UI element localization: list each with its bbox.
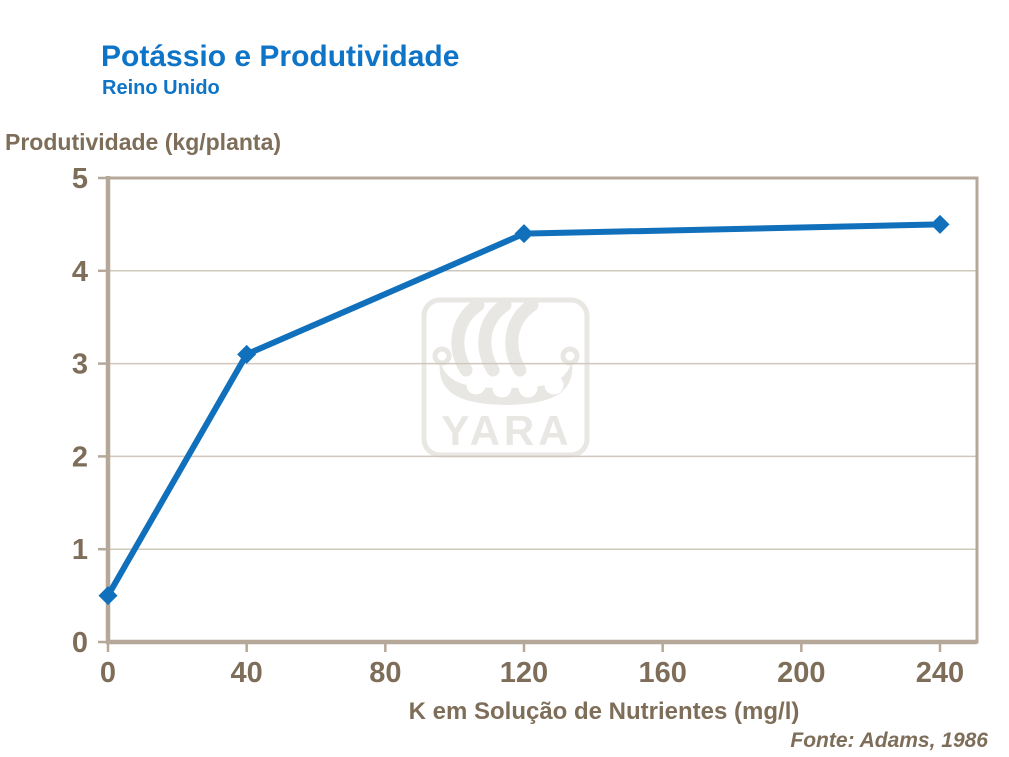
- watermark-prow-curl-icon: [560, 346, 580, 366]
- watermark-sail-icon: [451, 298, 485, 377]
- data-point-marker: [237, 344, 257, 364]
- x-tick-label: 40: [231, 657, 263, 689]
- yara-watermark: YARA: [421, 297, 590, 458]
- source-citation: Fonte: Adams, 1986: [790, 729, 988, 752]
- y-tick-label: 1: [72, 534, 88, 566]
- chart-subtitle: Reino Unido: [102, 77, 220, 99]
- chart-title: Potássio e Produtividade: [101, 40, 460, 73]
- watermark-hull-hole: [492, 378, 512, 398]
- data-line: [105, 221, 943, 599]
- watermark-hull-hole: [544, 375, 564, 395]
- x-tick-label: 80: [369, 657, 401, 689]
- x-tick-label: 0: [100, 657, 116, 689]
- y-tick-label: 0: [72, 627, 88, 659]
- watermark-sail-icon: [478, 298, 512, 377]
- x-axis-title: K em Solução de Nutrientes (mg/l): [408, 698, 800, 725]
- x-tick-label: 200: [777, 657, 825, 689]
- watermark-hull-hole: [518, 378, 538, 398]
- y-tick-label: 2: [72, 441, 88, 473]
- watermark-prow-curl-icon: [432, 346, 452, 366]
- y-tick-label: 4: [72, 256, 88, 288]
- data-point-marker: [514, 224, 534, 244]
- data-point-marker: [930, 214, 950, 234]
- watermark-sail-icon: [505, 298, 539, 377]
- y-axis-title: Produtividade (kg/planta): [5, 129, 282, 155]
- data-point-marker: [98, 586, 118, 606]
- watermark-brand-text: YARA: [441, 407, 572, 454]
- x-tick-label: 160: [638, 657, 686, 689]
- watermark-hull-hole: [466, 375, 486, 395]
- y-tick-label: 3: [72, 349, 88, 381]
- y-tick-label: 5: [72, 163, 88, 195]
- x-tick-label: 240: [916, 657, 964, 689]
- x-tick-label: 120: [500, 657, 548, 689]
